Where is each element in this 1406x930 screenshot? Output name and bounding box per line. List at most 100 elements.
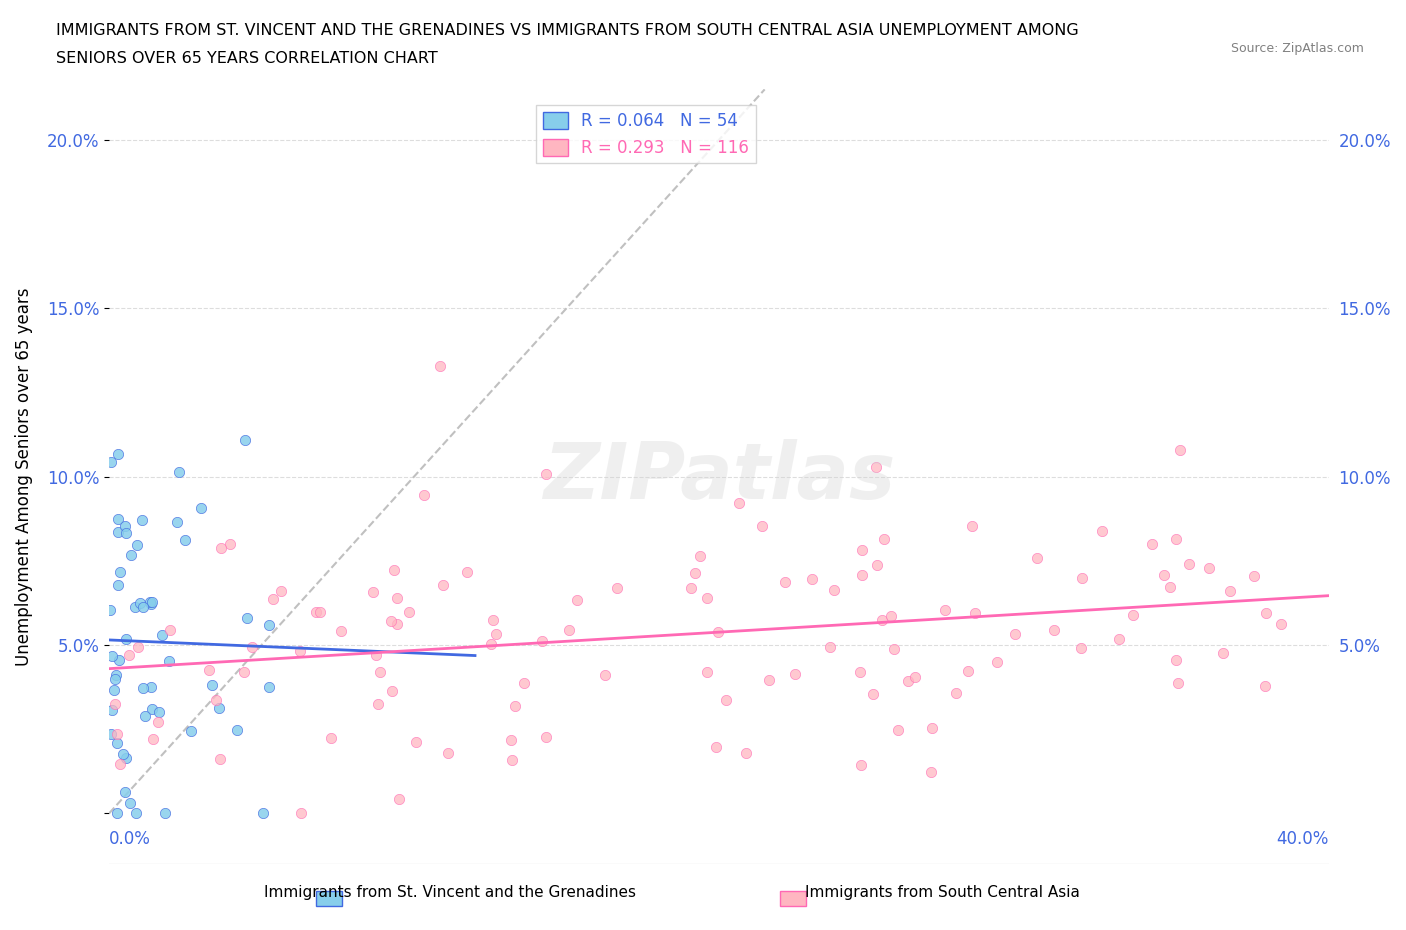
Point — [849, 757, 872, 772]
Point — [159, 622, 181, 637]
Point — [124, 600, 146, 615]
Point — [714, 693, 737, 708]
Point — [1219, 583, 1241, 598]
Point — [146, 714, 169, 729]
Point — [957, 664, 980, 679]
Point — [108, 653, 131, 668]
Point — [1164, 532, 1187, 547]
Point — [1243, 568, 1265, 583]
Point — [100, 726, 122, 741]
Point — [148, 704, 170, 719]
Point — [706, 739, 728, 754]
Point — [536, 730, 558, 745]
Point — [1198, 560, 1220, 575]
Point — [456, 565, 478, 579]
Point — [381, 684, 404, 698]
Point — [735, 745, 758, 760]
Point — [429, 359, 451, 374]
Point — [785, 667, 807, 682]
Point — [413, 487, 436, 502]
Point — [862, 686, 884, 701]
Y-axis label: Unemployment Among Seniors over 65 years: Unemployment Among Seniors over 65 years — [15, 287, 32, 666]
Point — [198, 663, 221, 678]
Point — [1122, 607, 1144, 622]
Point — [558, 623, 581, 638]
Point — [1004, 627, 1026, 642]
Point — [437, 746, 460, 761]
Point — [139, 594, 162, 609]
Point — [503, 698, 526, 713]
Point — [873, 531, 896, 546]
Point — [166, 514, 188, 529]
Point — [380, 613, 402, 628]
Point — [1043, 622, 1066, 637]
Point — [129, 596, 152, 611]
Point — [114, 751, 136, 765]
Point — [482, 613, 505, 628]
Text: IMMIGRANTS FROM ST. VINCENT AND THE GRENADINES VS IMMIGRANTS FROM SOUTH CENTRAL : IMMIGRANTS FROM ST. VINCENT AND THE GREN… — [56, 23, 1078, 38]
Point — [921, 721, 943, 736]
Point — [240, 640, 263, 655]
Point — [501, 752, 523, 767]
Point — [134, 709, 156, 724]
Point — [236, 610, 259, 625]
Point — [105, 726, 128, 741]
Point — [1167, 675, 1189, 690]
Point — [388, 791, 411, 806]
Point — [897, 673, 920, 688]
Point — [1212, 645, 1234, 660]
Point — [965, 605, 987, 620]
Point — [226, 723, 249, 737]
Point — [513, 675, 536, 690]
Point — [1025, 551, 1047, 565]
Point — [180, 724, 202, 738]
Point — [385, 591, 408, 605]
Point — [131, 513, 153, 528]
Point — [683, 566, 706, 581]
Point — [1270, 617, 1292, 631]
Text: 40.0%: 40.0% — [1277, 830, 1329, 848]
Point — [141, 702, 163, 717]
Point — [233, 665, 256, 680]
Point — [218, 537, 240, 551]
Point — [361, 585, 384, 600]
Point — [1153, 567, 1175, 582]
Text: Immigrants from South Central Asia: Immigrants from South Central Asia — [804, 885, 1080, 900]
Point — [155, 806, 177, 821]
Point — [385, 617, 408, 631]
Point — [107, 578, 129, 592]
Point — [103, 682, 125, 697]
Point — [696, 591, 718, 605]
Point — [262, 591, 284, 606]
Text: Source: ZipAtlas.com: Source: ZipAtlas.com — [1230, 42, 1364, 55]
Point — [114, 631, 136, 646]
Text: 0.0%: 0.0% — [110, 830, 150, 848]
Point — [150, 628, 173, 643]
Point — [105, 806, 128, 821]
Point — [1164, 652, 1187, 667]
Point — [962, 518, 984, 533]
Point — [107, 512, 129, 526]
Point — [169, 464, 191, 479]
Point — [364, 647, 387, 662]
Point — [233, 432, 256, 447]
Point — [115, 525, 138, 540]
Point — [530, 634, 553, 649]
Point — [105, 736, 128, 751]
Point — [104, 697, 127, 711]
Point — [751, 518, 773, 533]
Point — [114, 784, 136, 799]
Point — [1256, 605, 1278, 620]
Point — [139, 679, 162, 694]
Point — [118, 795, 141, 810]
Point — [125, 538, 148, 552]
Point — [1178, 556, 1201, 571]
Point — [118, 647, 141, 662]
Point — [773, 575, 796, 590]
Point — [108, 565, 131, 580]
Point — [758, 672, 780, 687]
Point — [883, 642, 905, 657]
Point — [209, 540, 232, 555]
Point — [945, 685, 967, 700]
Point — [606, 580, 628, 595]
